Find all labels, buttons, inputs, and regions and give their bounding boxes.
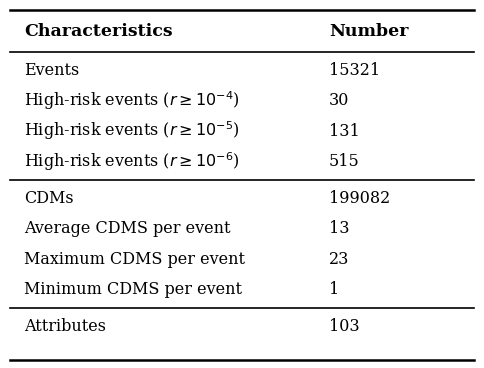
Text: Characteristics: Characteristics: [24, 22, 173, 40]
Text: 515: 515: [329, 153, 360, 170]
Text: Attributes: Attributes: [24, 318, 106, 335]
Text: 23: 23: [329, 251, 349, 268]
Text: 13: 13: [329, 220, 349, 237]
Text: 103: 103: [329, 318, 360, 335]
Text: Maximum CDMS per event: Maximum CDMS per event: [24, 251, 245, 268]
Text: 1: 1: [329, 281, 339, 298]
Text: 15321: 15321: [329, 62, 380, 79]
Text: 131: 131: [329, 123, 360, 139]
Text: 30: 30: [329, 92, 349, 109]
Text: Minimum CDMS per event: Minimum CDMS per event: [24, 281, 242, 298]
Text: High-risk events ($r \geq 10^{-6}$): High-risk events ($r \geq 10^{-6}$): [24, 150, 240, 173]
Text: 199082: 199082: [329, 190, 391, 207]
Text: Events: Events: [24, 62, 79, 79]
Text: Average CDMS per event: Average CDMS per event: [24, 220, 231, 237]
Text: Number: Number: [329, 22, 408, 40]
Text: High-risk events ($r \geq 10^{-4}$): High-risk events ($r \geq 10^{-4}$): [24, 89, 240, 112]
Text: CDMs: CDMs: [24, 190, 74, 207]
Text: High-risk events ($r \geq 10^{-5}$): High-risk events ($r \geq 10^{-5}$): [24, 120, 240, 142]
